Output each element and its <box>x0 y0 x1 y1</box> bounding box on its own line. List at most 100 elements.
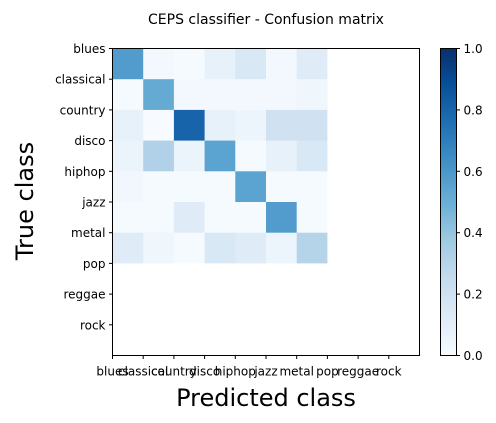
heatmap-cell-classical-disco <box>204 79 236 111</box>
heatmap-cell-blues-metal <box>296 48 328 80</box>
x-tick-label: pop <box>316 365 339 379</box>
heatmap-cell-blues-rock <box>388 48 420 80</box>
x-tick-label: blues <box>96 365 128 379</box>
y-tick-label: rock <box>80 318 106 332</box>
heatmap-cell-pop-jazz <box>266 263 298 295</box>
heatmap-cell-hiphop-jazz <box>266 171 298 203</box>
heatmap-cell-disco-blues <box>112 140 144 172</box>
colorbar-tick-label: 0.8 <box>464 103 483 117</box>
heatmap-cell-reggae-reggae <box>358 294 390 326</box>
heatmap-cell-blues-jazz <box>266 48 298 80</box>
heatmap-cell-rock-metal <box>296 324 328 356</box>
y-axis-ticks: blues classical country disco hiphop jazz meta… <box>55 42 113 332</box>
heatmap-cell-country-rock <box>388 109 420 142</box>
colorbar-tick-label: 0.4 <box>464 226 483 240</box>
heatmap-cell-metal-rock <box>388 232 420 264</box>
heatmap-cell-blues-classical <box>143 48 175 80</box>
heatmap-cell-hiphop-country <box>173 171 206 203</box>
heatmap-cell-hiphop-disco <box>204 171 236 203</box>
heatmap-cell-metal-country <box>173 232 206 264</box>
heatmap-cells <box>112 48 420 356</box>
heatmap-cell-jazz-jazz <box>266 202 298 234</box>
heatmap-cell-rock-disco <box>204 324 236 356</box>
heatmap-cell-reggae-blues <box>112 294 144 326</box>
heatmap-cell-metal-pop <box>327 232 359 264</box>
heatmap-cell-pop-rock <box>388 263 420 295</box>
x-tick-label: disco <box>189 365 220 379</box>
heatmap-cell-country-blues <box>112 109 144 142</box>
heatmap-cell-pop-blues <box>112 263 144 295</box>
heatmap-cell-pop-country <box>173 263 206 295</box>
heatmap-cell-classical-jazz <box>266 79 298 111</box>
heatmap-cell-reggae-hiphop <box>235 294 267 326</box>
heatmap-cell-classical-hiphop <box>235 79 267 111</box>
colorbar <box>440 48 457 356</box>
heatmap-cell-jazz-hiphop <box>235 202 267 234</box>
heatmap-cell-hiphop-pop <box>327 171 359 203</box>
heatmap-cell-pop-metal <box>296 263 328 295</box>
heatmap-cell-reggae-rock <box>388 294 420 326</box>
heatmap-cell-rock-blues <box>112 324 144 356</box>
heatmap-cell-reggae-jazz <box>266 294 298 326</box>
heatmap-cell-hiphop-rock <box>388 171 420 203</box>
heatmap-cell-metal-jazz <box>266 232 298 264</box>
heatmap-cell-jazz-rock <box>388 202 420 234</box>
y-tick-label: reggae <box>63 288 105 302</box>
heatmap-cell-rock-hiphop <box>235 324 267 356</box>
heatmap-cell-hiphop-metal <box>296 171 328 203</box>
heatmap-cell-disco-pop <box>327 140 359 172</box>
heatmap-cell-reggae-country <box>173 294 206 326</box>
heatmap-cell-pop-disco <box>204 263 236 295</box>
chart-title: CEPS classifier - Confusion matrix <box>148 12 384 28</box>
x-tick-label: metal <box>279 365 313 379</box>
heatmap-cell-disco-reggae <box>358 140 390 172</box>
y-tick-label: pop <box>83 257 106 271</box>
heatmap-cell-rock-reggae <box>358 324 390 356</box>
heatmap-cell-metal-blues <box>112 232 144 264</box>
heatmap-cell-country-metal <box>296 109 328 142</box>
heatmap-cell-rock-pop <box>327 324 359 356</box>
heatmap-cell-classical-metal <box>296 79 328 111</box>
heatmap-cell-jazz-blues <box>112 202 144 234</box>
heatmap-cell-disco-jazz <box>266 140 298 172</box>
heatmap-cell-blues-reggae <box>358 48 390 80</box>
heatmap-cell-pop-hiphop <box>235 263 267 295</box>
y-tick-label: metal <box>71 226 105 240</box>
colorbar-tick-label: 1.0 <box>464 42 483 56</box>
colorbar-tick-label: 0.0 <box>464 349 483 363</box>
heatmap-cell-disco-hiphop <box>235 140 267 172</box>
heatmap-cell-country-hiphop <box>235 109 267 142</box>
heatmap-cell-classical-classical <box>143 79 175 111</box>
y-axis-label: True class <box>11 142 39 261</box>
heatmap-cell-pop-pop <box>327 263 359 295</box>
x-tick-label: rock <box>376 365 402 379</box>
heatmap-cell-blues-hiphop <box>235 48 267 80</box>
heatmap-cell-rock-classical <box>143 324 175 356</box>
heatmap-cell-blues-pop <box>327 48 359 80</box>
x-tick-label: hiphop <box>215 365 256 379</box>
heatmap-cell-disco-classical <box>143 140 175 172</box>
heatmap-cell-country-country <box>173 109 206 142</box>
heatmap-cell-jazz-reggae <box>358 202 390 234</box>
heatmap-cell-reggae-classical <box>143 294 175 326</box>
heatmap-cell-metal-classical <box>143 232 175 264</box>
heatmap-cell-classical-reggae <box>358 79 390 111</box>
colorbar-tick-label: 0.2 <box>464 288 483 302</box>
heatmap-cell-reggae-metal <box>296 294 328 326</box>
heatmap-cell-metal-disco <box>204 232 236 264</box>
heatmap-cell-blues-country <box>173 48 206 80</box>
y-tick-label: disco <box>74 134 105 148</box>
heatmap-cell-hiphop-blues <box>112 171 144 203</box>
heatmap-cell-disco-country <box>173 140 206 172</box>
y-tick-label: country <box>60 103 106 117</box>
heatmap-cell-jazz-pop <box>327 202 359 234</box>
heatmap-cell-disco-rock <box>388 140 420 172</box>
y-tick-label: jazz <box>81 196 105 210</box>
x-tick-label: jazz <box>253 365 277 379</box>
heatmap-cell-country-disco <box>204 109 236 142</box>
heatmap-cell-country-reggae <box>358 109 390 142</box>
heatmap-cell-disco-metal <box>296 140 328 172</box>
heatmap-cell-blues-blues <box>112 48 144 80</box>
heatmap-cell-jazz-classical <box>143 202 175 234</box>
heatmap-cell-pop-reggae <box>358 263 390 295</box>
